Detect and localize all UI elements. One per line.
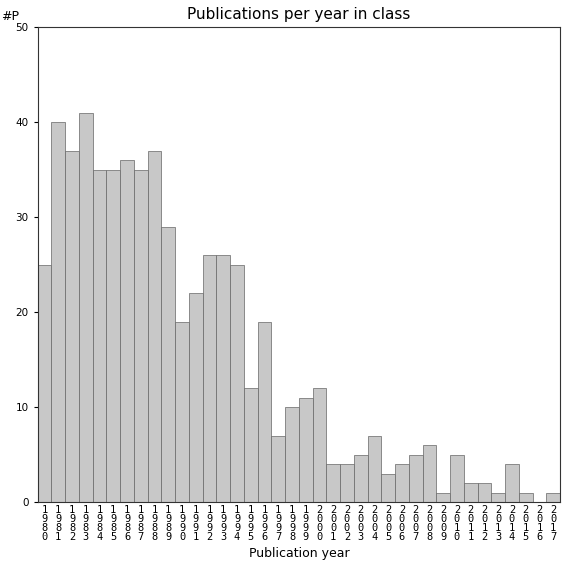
Bar (409, 455, 422, 502)
Bar (354, 455, 367, 502)
Bar (382, 474, 395, 502)
Bar (175, 322, 189, 502)
Bar (505, 464, 519, 502)
Bar (244, 388, 257, 502)
Bar (52, 122, 65, 502)
Bar (492, 493, 505, 502)
Bar (285, 407, 299, 502)
Bar (79, 113, 92, 502)
Bar (272, 436, 285, 502)
Bar (120, 160, 134, 502)
Bar (422, 445, 437, 502)
Bar (395, 464, 409, 502)
Bar (134, 170, 147, 502)
Bar (92, 170, 107, 502)
Bar (257, 322, 272, 502)
Bar (340, 464, 354, 502)
Bar (299, 398, 312, 502)
Bar (437, 493, 450, 502)
Bar (477, 483, 492, 502)
Bar (230, 265, 244, 502)
Title: Publications per year in class: Publications per year in class (187, 7, 411, 22)
Bar (367, 436, 382, 502)
Bar (450, 455, 464, 502)
Bar (327, 464, 340, 502)
Bar (202, 255, 217, 502)
Bar (65, 151, 79, 502)
Bar (312, 388, 327, 502)
Bar (464, 483, 477, 502)
Bar (189, 293, 202, 502)
X-axis label: Publication year: Publication year (248, 547, 349, 560)
Bar (162, 227, 175, 502)
Bar (37, 265, 52, 502)
Bar (519, 493, 532, 502)
Bar (147, 151, 162, 502)
Text: #P: #P (1, 10, 19, 23)
Bar (547, 493, 560, 502)
Bar (217, 255, 230, 502)
Bar (107, 170, 120, 502)
